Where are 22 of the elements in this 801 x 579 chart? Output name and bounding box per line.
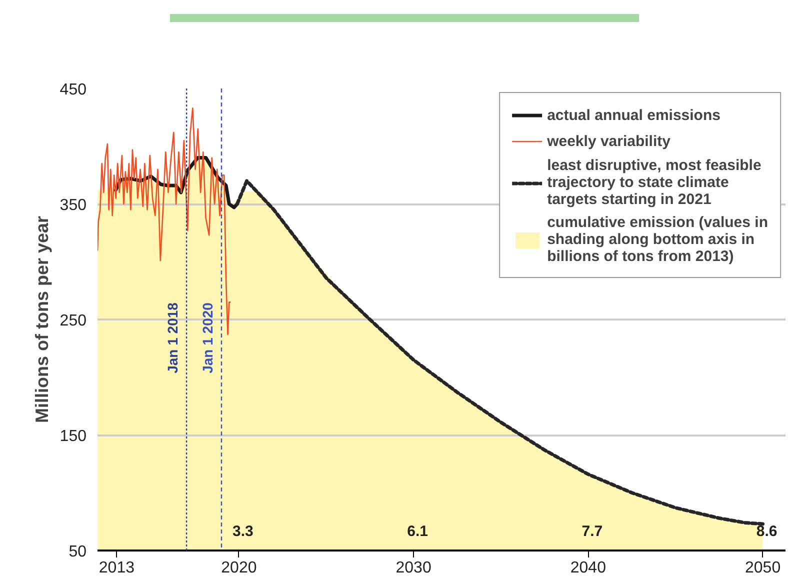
ref-line-label: Jan 1 2018 [164, 302, 181, 374]
y-tick-label: 150 [60, 428, 87, 445]
y-tick-label: 450 [60, 82, 87, 98]
y-tick-label: 350 [60, 197, 87, 214]
y-tick-label: 50 [68, 544, 87, 560]
y-tick-label: 250 [60, 312, 87, 330]
x-tick-label: 2040 [570, 560, 606, 576]
legend-label: least disruptive, most feasible trajectory to state climate targets starting in 2021 [547, 157, 762, 208]
annotation: 8.6 [756, 523, 778, 540]
annotation: 6.1 [407, 523, 428, 540]
x-tick-label: 2030 [396, 560, 432, 576]
legend-label: weekly variability [547, 132, 670, 150]
x-tick-label: 2013 [98, 560, 135, 576]
annotation: 7.7 [582, 523, 603, 540]
y-axis-title: Millions of tons per year [32, 216, 52, 424]
x-tick-label: 2050 [745, 560, 781, 576]
ref-line-label: Jan 1 2020 [199, 302, 216, 374]
x-tick-label: 2020 [221, 560, 257, 576]
legend-label: actual annual emissions [547, 106, 720, 124]
annotation: 3.3 [232, 523, 254, 540]
line-series [98, 107, 231, 336]
legend-label: cumulative emission (values in shading along bottom axis in billions of tons from 2013) [547, 214, 768, 265]
